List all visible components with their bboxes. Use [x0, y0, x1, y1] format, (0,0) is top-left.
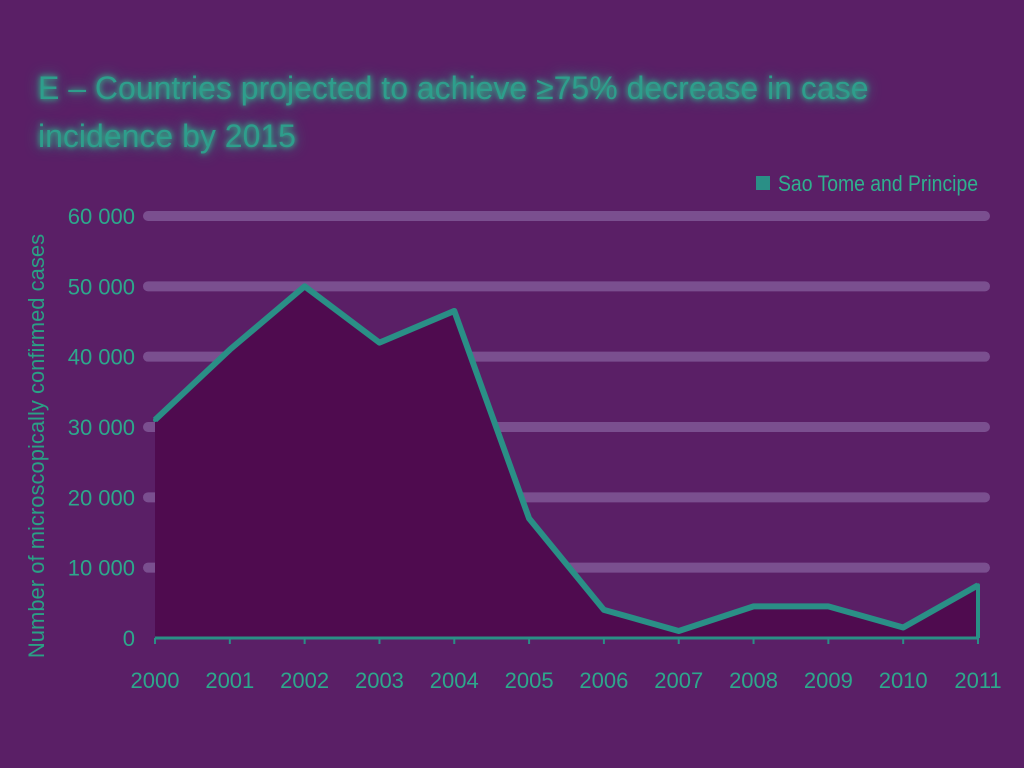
- x-tick-label: 2010: [879, 668, 928, 693]
- y-tick-label: 20 000: [68, 485, 135, 510]
- data-point: [527, 516, 532, 521]
- data-point: [676, 628, 681, 633]
- x-tick-label: 2003: [355, 668, 404, 693]
- x-tick-label: 2008: [729, 668, 778, 693]
- series-line: [152, 283, 980, 634]
- x-tick-label: 2001: [205, 668, 254, 693]
- data-point: [751, 604, 756, 609]
- series-area-layer: [152, 283, 980, 640]
- data-point: [153, 417, 157, 422]
- data-point: [227, 347, 232, 352]
- data-point: [976, 583, 980, 588]
- legend-swatch: [756, 176, 770, 190]
- data-point: [901, 625, 906, 630]
- x-tick-label: 2007: [654, 668, 703, 693]
- data-point: [452, 308, 457, 313]
- y-axis-label: Number of microscopically confirmed case…: [24, 234, 49, 658]
- data-point: [601, 607, 606, 612]
- data-point: [377, 340, 382, 345]
- x-tick-label: 2002: [280, 668, 329, 693]
- chart-title: E – Countries projected to achieve ≥75% …: [38, 70, 869, 154]
- y-tick-label: 0: [123, 626, 135, 651]
- legend: Sao Tome and Principe: [756, 171, 978, 196]
- legend-label: Sao Tome and Principe: [778, 171, 978, 196]
- data-point: [826, 604, 831, 609]
- x-tick-label: 2004: [430, 668, 479, 693]
- y-axis-ticks: 0 10 000 20 000 30 000 40 000 50 000 60 000: [68, 204, 135, 651]
- x-tick-label: 2005: [505, 668, 554, 693]
- x-tick-label: 2009: [804, 668, 853, 693]
- y-tick-label: 50 000: [68, 274, 135, 299]
- series-area: [155, 286, 978, 638]
- x-tick-label: 2011: [954, 668, 1001, 693]
- y-tick-label: 30 000: [68, 415, 135, 440]
- y-tick-label: 40 000: [68, 345, 135, 370]
- x-tick-label: 2000: [131, 668, 180, 693]
- y-tick-label: 10 000: [68, 556, 135, 581]
- x-axis-ticks: 2000 2001 2002 2003 2004 2005 2006 2007 2008 2009…: [131, 638, 1002, 693]
- data-point: [302, 284, 307, 289]
- x-tick-label: 2006: [579, 668, 628, 693]
- y-tick-label: 60 000: [68, 204, 135, 229]
